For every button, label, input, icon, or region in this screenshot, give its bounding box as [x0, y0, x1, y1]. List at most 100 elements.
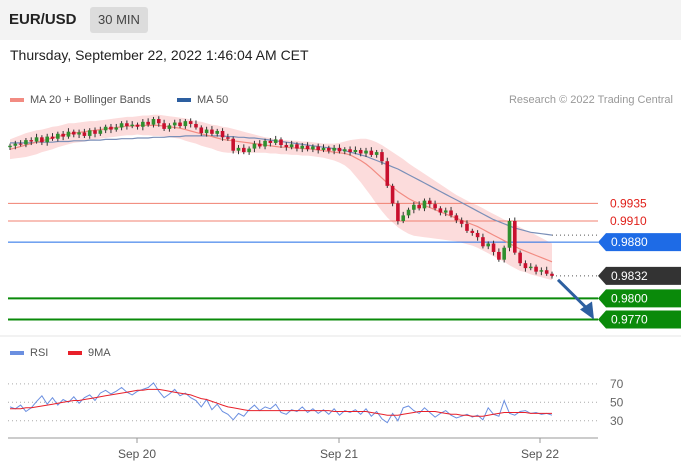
candle-body	[385, 161, 390, 186]
last-price-tag	[598, 266, 681, 285]
candle	[396, 200, 400, 225]
candle-body	[252, 143, 257, 149]
candle-body	[109, 126, 113, 130]
candle	[146, 118, 150, 127]
candle	[242, 144, 246, 155]
rsi-tick-label: 50	[610, 395, 624, 409]
candle-body	[162, 123, 166, 129]
candle-body	[427, 200, 432, 205]
candle	[8, 143, 12, 150]
candle-body	[66, 131, 71, 137]
rsi-tick-label: 30	[610, 414, 624, 428]
candle	[433, 200, 437, 211]
candle-body	[77, 132, 81, 135]
candle	[50, 133, 55, 141]
research-credit: Research © 2022 Trading Central	[508, 94, 673, 106]
candle-body	[481, 237, 485, 247]
last-price-label: 0.9832	[611, 269, 648, 283]
candle-body	[247, 148, 251, 153]
candle	[119, 121, 124, 131]
candle-body	[71, 131, 76, 135]
candle-body	[518, 252, 522, 264]
candle-body	[199, 127, 204, 134]
legend-ma50-label: MA 50	[197, 94, 229, 106]
candle	[156, 116, 161, 127]
candle	[481, 233, 485, 249]
forecast-arrow-shaft	[556, 278, 590, 311]
candle	[109, 123, 113, 134]
forecast-arrow-head	[580, 301, 594, 320]
candle	[273, 135, 278, 146]
candle-body	[34, 137, 39, 142]
candle-body	[342, 149, 347, 152]
candle	[374, 149, 379, 158]
candle-body	[380, 152, 384, 162]
candle-body	[13, 143, 18, 146]
candle	[518, 250, 522, 267]
candle	[82, 128, 87, 139]
candle-body	[337, 147, 342, 152]
legend-ma20-label: MA 20 + Bollinger Bands	[30, 94, 151, 106]
level-labels: 0.9935 0.9910 0.9880 0.9832 0.9800 0.9770	[598, 196, 681, 329]
x-tick-label: Sep 20	[118, 447, 156, 461]
candle	[332, 145, 336, 155]
candle	[18, 140, 23, 147]
candle	[194, 120, 198, 130]
candle-body	[125, 123, 129, 127]
candle	[454, 213, 459, 224]
candle	[114, 123, 119, 132]
candles	[8, 116, 594, 320]
candle	[534, 264, 538, 275]
candle-body	[502, 247, 506, 260]
resistance-label: 0.9935	[610, 196, 647, 210]
candle-body	[257, 143, 262, 147]
candle	[295, 142, 299, 152]
candle	[497, 248, 501, 262]
candle	[56, 131, 60, 142]
candle	[369, 147, 374, 158]
timeframe-button[interactable]: 30 MIN	[90, 7, 148, 33]
candle	[486, 241, 491, 250]
candle	[406, 207, 411, 219]
candle	[167, 123, 172, 132]
candle-body	[24, 140, 28, 145]
candle	[491, 240, 496, 256]
candle-body	[353, 149, 358, 153]
candle	[204, 126, 209, 137]
candle	[45, 133, 49, 146]
candle	[337, 144, 342, 154]
candle-body	[56, 133, 60, 139]
candle-body	[273, 139, 278, 143]
candle	[188, 118, 193, 128]
candle-body	[204, 129, 209, 134]
candle	[513, 217, 517, 255]
candle	[380, 149, 384, 165]
candle	[66, 128, 71, 139]
candle	[550, 271, 554, 279]
candle	[93, 127, 97, 138]
candle-body	[156, 119, 161, 124]
candle-body	[422, 200, 427, 209]
candle-body	[327, 147, 331, 151]
candle-body	[284, 145, 289, 148]
candle	[348, 146, 352, 156]
candle-body	[93, 130, 97, 134]
candle	[390, 183, 395, 207]
candle	[523, 260, 528, 272]
candle	[210, 126, 214, 136]
candle-body	[321, 147, 326, 150]
candle	[226, 133, 230, 141]
candle-body	[401, 215, 406, 221]
candle	[199, 125, 204, 136]
ma20-swatch	[10, 98, 24, 102]
candle-body	[40, 137, 44, 143]
candle-body	[29, 140, 34, 142]
price-levels	[8, 202, 598, 321]
candle-body	[114, 127, 119, 130]
candle-body	[183, 121, 188, 127]
candle	[364, 147, 368, 158]
candle	[305, 142, 310, 152]
header-bar: EUR/USD 30 MIN	[0, 0, 681, 40]
candle-body	[151, 119, 156, 125]
candle-body	[130, 124, 135, 127]
